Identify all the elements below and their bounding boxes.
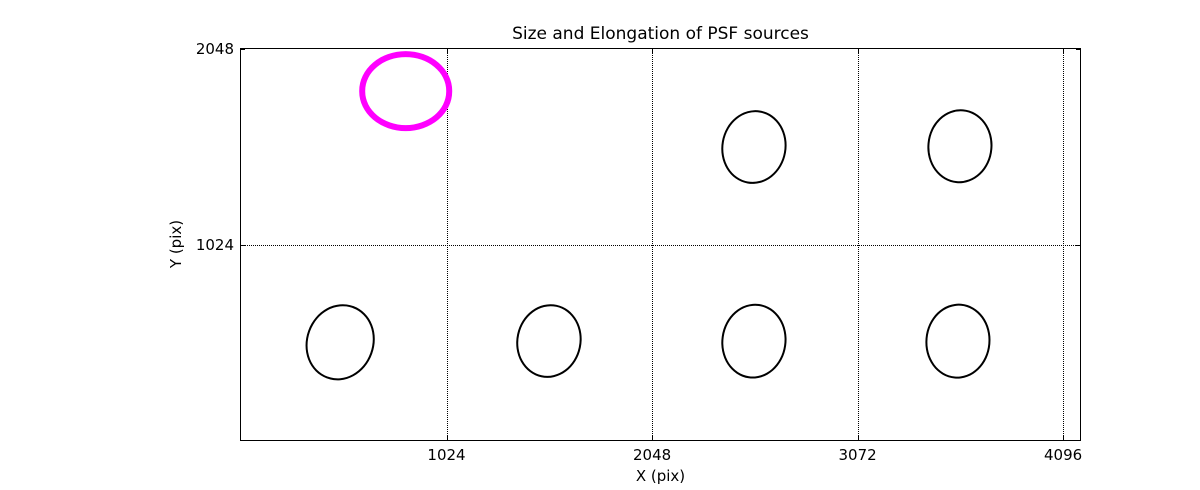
y-tick-mark-1024: [1076, 244, 1080, 246]
chart-title: Size and Elongation of PSF sources: [512, 24, 809, 44]
x-tick-mark-1024: [446, 49, 448, 53]
x-tick-label-4096: 4096: [1044, 446, 1083, 464]
psf-source: [716, 299, 792, 383]
x-tick-mark-2048: [652, 49, 654, 53]
x-axis-label: X (pix): [635, 467, 686, 485]
x-tick-mark-1024: [446, 436, 448, 440]
x-tick-mark-4096: [1063, 49, 1065, 53]
highlighted-psf-source: [359, 51, 453, 132]
x-tick-label-3072: 3072: [838, 446, 877, 464]
psf-source: [509, 297, 589, 384]
y-tick-label-2048: 2048: [195, 40, 234, 58]
x-tick-label-2048: 2048: [633, 446, 672, 464]
gridline-y-1024: [241, 244, 1080, 246]
x-tick-label-1024: 1024: [427, 446, 466, 464]
y-tick-mark-2048: [241, 49, 245, 50]
psf-source: [922, 301, 995, 382]
x-tick-mark-4096: [1063, 436, 1065, 440]
y-tick-mark-1024: [241, 244, 245, 246]
psf-source: [715, 105, 793, 190]
y-tick-mark-2048: [1076, 49, 1080, 50]
x-tick-mark-2048: [652, 436, 654, 440]
x-tick-mark-3072: [857, 49, 859, 53]
plot-area: [240, 48, 1081, 441]
psf-source: [295, 294, 386, 390]
y-tick-label-1024: 1024: [195, 235, 234, 254]
x-tick-mark-3072: [857, 436, 859, 440]
psf-source: [923, 106, 996, 186]
